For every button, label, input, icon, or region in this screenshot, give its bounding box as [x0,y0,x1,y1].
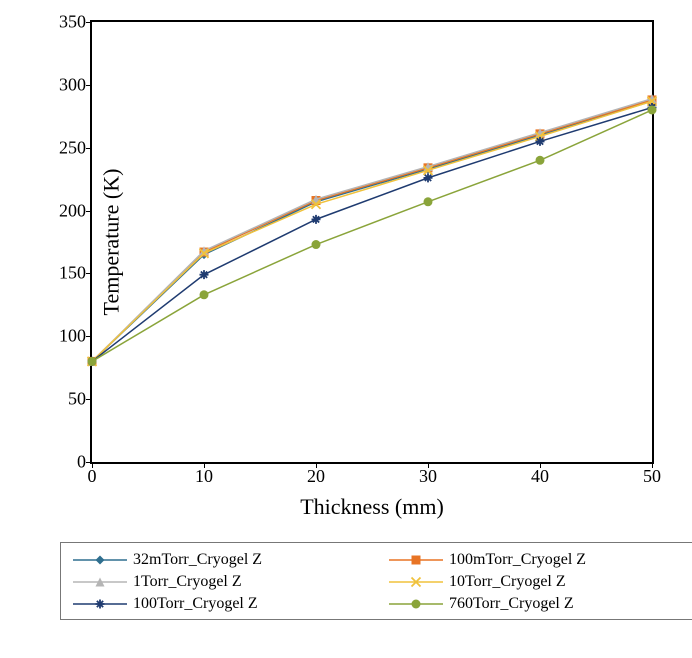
series-marker [424,197,433,206]
series-marker [648,106,657,115]
legend-swatch [389,553,443,567]
legend-label: 100mTorr_Cryogel Z [449,551,586,569]
series-line [92,99,652,362]
legend-swatch [73,575,127,589]
series-marker [312,215,321,224]
legend-label: 1Torr_Cryogel Z [133,573,242,591]
series-marker [312,240,321,249]
x-axis-label: Thickness (mm) [300,494,444,520]
series-marker [88,357,97,366]
legend-label: 10Torr_Cryogel Z [449,573,566,591]
legend-swatch [73,553,127,567]
legend-item: 10Torr_Cryogel Z [389,573,681,591]
legend-swatch [389,597,443,611]
legend: 32mTorr_Cryogel Z 100mTorr_Cryogel Z 1Torr… [60,542,692,620]
series-line [92,101,652,361]
legend-label: 760Torr_Cryogel Z [449,595,574,613]
legend-label: 32mTorr_Cryogel Z [133,551,262,569]
plot-svg [92,22,652,462]
series-marker [200,290,209,299]
series-line [92,107,652,361]
series-line [92,100,652,361]
chart-container: Temperature (K) Thickness (mm) 050100150… [20,20,672,620]
series-marker [536,156,545,165]
legend-item: 100mTorr_Cryogel Z [389,551,681,569]
legend-item: 100Torr_Cryogel Z [73,595,365,613]
series-line [92,110,652,361]
legend-item: 760Torr_Cryogel Z [389,595,681,613]
legend-item: 1Torr_Cryogel Z [73,573,365,591]
legend-swatch [73,597,127,611]
plot-area: Temperature (K) Thickness (mm) 050100150… [90,20,654,464]
legend-label: 100Torr_Cryogel Z [133,595,258,613]
series-marker [424,173,433,182]
legend-item: 32mTorr_Cryogel Z [73,551,365,569]
series-line [92,101,652,361]
series-marker [200,270,209,279]
legend-swatch [389,575,443,589]
